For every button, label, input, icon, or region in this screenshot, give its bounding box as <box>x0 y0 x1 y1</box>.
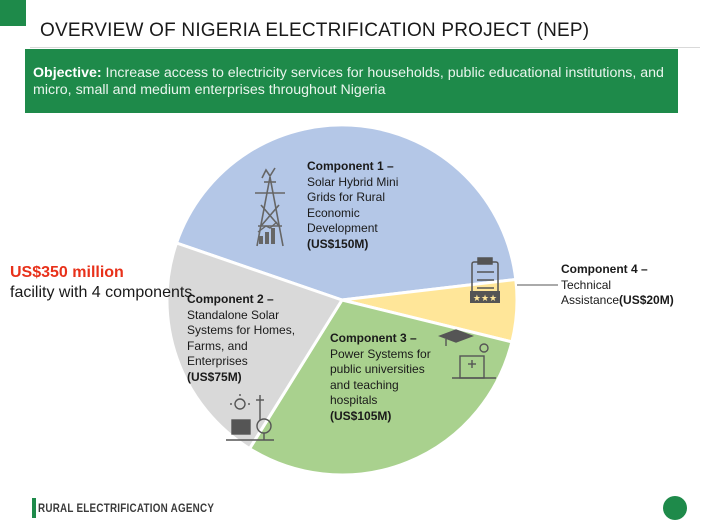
rea-logo-mark <box>32 498 36 518</box>
slide-accent-dot <box>663 496 687 520</box>
checklist-icon: ★★★ <box>470 257 500 303</box>
component-4-amount: (US$20M) <box>619 293 674 307</box>
growth-chart-icon <box>257 221 278 244</box>
component-2-amount: (US$75M) <box>187 369 242 384</box>
component-2-label: Component 2 – Standalone Solar Systems f… <box>187 292 309 385</box>
power-pylon-icon <box>255 167 285 247</box>
component-3-desc: Power Systems for public universities an… <box>330 346 431 408</box>
component-4-label: Component 4 – Technical Assistance(US$20… <box>561 262 701 309</box>
facility-amount: US$350 million <box>10 264 124 281</box>
svg-text:★★★: ★★★ <box>473 293 497 303</box>
component-3-label: Component 3 – Power Systems for public u… <box>330 331 440 424</box>
graduation-hospital-icon <box>438 329 496 379</box>
component-4-heading: Component 4 – <box>561 262 648 276</box>
pie-slice-component-1 <box>174 123 518 302</box>
component-1-desc: Solar Hybrid Mini Grids for Rural Econom… <box>307 174 399 236</box>
component-1-heading: Component 1 – <box>307 159 394 173</box>
agency-logo-text: RURAL ELECTRIFICATION AGENCY <box>38 501 215 515</box>
component-2-heading: Component 2 – <box>187 292 274 306</box>
component-3-heading: Component 3 – <box>330 331 417 345</box>
corner-accent <box>0 0 26 26</box>
component-4-desc: Technical Assistance <box>561 277 620 308</box>
component-2-desc: Standalone Solar Systems for Homes, Farm… <box>187 307 296 369</box>
objective-text: Objective: Increase access to electricit… <box>33 65 673 99</box>
facility-description: facility with 4 components <box>10 284 193 301</box>
page-title: OVERVIEW OF NIGERIA ELECTRIFICATION PROJ… <box>40 20 590 41</box>
component-1-label: Component 1 – Solar Hybrid Mini Grids fo… <box>307 159 427 252</box>
title-divider <box>30 47 700 48</box>
facility-summary: US$350 million facility with 4 component… <box>10 263 192 303</box>
objective-body: Increase access to electricity services … <box>33 65 664 98</box>
component-3-amount: (US$105M) <box>330 408 392 423</box>
objective-banner <box>25 49 678 113</box>
component-1-amount: (US$150M) <box>307 236 369 251</box>
pie-slice-component-2 <box>165 241 345 451</box>
objective-label: Objective: <box>33 65 102 81</box>
solar-farm-icon <box>226 394 274 441</box>
